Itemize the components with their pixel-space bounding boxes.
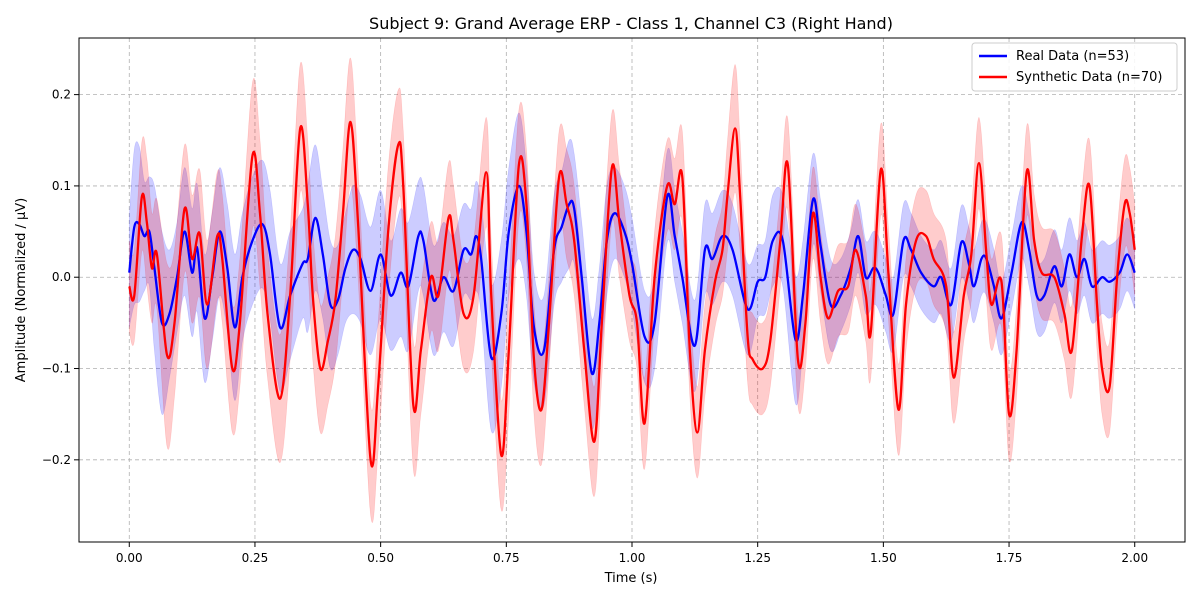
- y-tick-label: −0.2: [42, 453, 71, 467]
- chart-title: Subject 9: Grand Average ERP - Class 1, …: [369, 14, 893, 33]
- x-axis-ticks: 0.00 0.25 0.50 0.75 1.00 1.25 1.50 1.75 2.00: [116, 542, 1148, 565]
- legend-label-synthetic: Synthetic Data (n=70): [1016, 70, 1163, 85]
- y-tick-label: 0.1: [52, 179, 71, 193]
- x-tick-label: 0.75: [493, 551, 520, 565]
- y-tick-label: −0.1: [42, 362, 71, 376]
- legend-box: [971, 42, 1178, 92]
- x-tick-label: 1.75: [996, 551, 1023, 565]
- x-tick-label: 0.50: [367, 551, 394, 565]
- x-tick-label: 2.00: [1121, 551, 1148, 565]
- x-axis-label: Time (s): [604, 571, 658, 586]
- series-lines: [128, 120, 1136, 468]
- x-tick-label: 0.25: [242, 551, 269, 565]
- line-synthetic: [128, 120, 1136, 468]
- legend-label-real: Real Data (n=53): [1016, 49, 1129, 64]
- x-tick-label: 1.25: [744, 551, 771, 565]
- x-tick-label: 0.00: [116, 551, 143, 565]
- legend: Real Data (n=53) Synthetic Data (n=70): [971, 42, 1178, 92]
- y-tick-label: 0.2: [52, 88, 71, 102]
- y-tick-label: 0.0: [52, 270, 71, 284]
- y-axis-label: Amplitude (Normalized / µV): [14, 198, 29, 382]
- x-tick-label: 1.00: [619, 551, 646, 565]
- x-tick-label: 1.50: [870, 551, 897, 565]
- y-axis-ticks: −0.2 −0.1 0.0 0.1 0.2: [42, 88, 79, 467]
